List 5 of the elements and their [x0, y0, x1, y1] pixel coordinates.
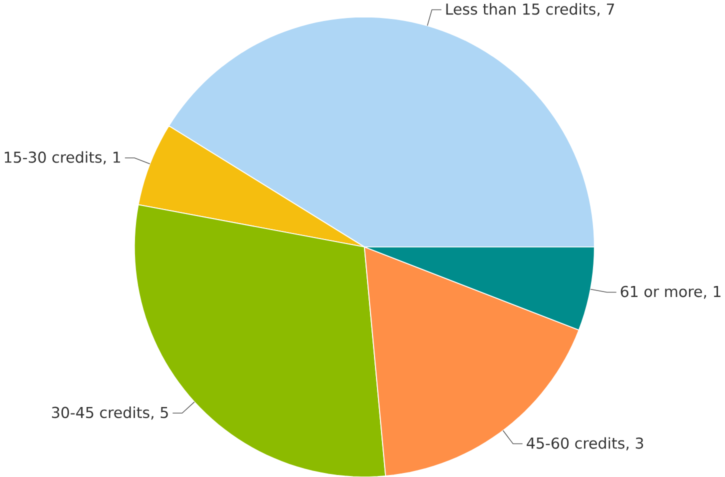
slice-label: Less than 15 credits, 7: [446, 2, 614, 16]
slice-label: 30-45 credits, 5: [52, 406, 168, 420]
slice-label: 15-30 credits, 1: [4, 151, 120, 164]
slice-label: 45-60 credits, 3: [526, 436, 644, 450]
slice-label: 61 or more, 1: [620, 286, 720, 298]
